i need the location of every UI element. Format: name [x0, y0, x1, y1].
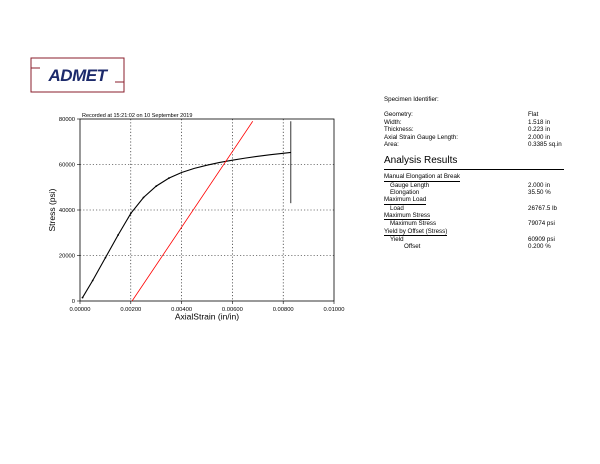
result-row: Gauge Length 2.000 in	[390, 181, 551, 189]
specimen-row: Thickness: 0.223 in	[384, 126, 551, 134]
y-tick-label: 20000	[59, 254, 75, 260]
section-header: Maximum Load	[384, 196, 427, 205]
data-point	[155, 185, 158, 188]
logo-text: ADMET	[48, 66, 109, 85]
y-tick-label: 80000	[59, 117, 75, 123]
result-row: Elongation 35.50 %	[390, 189, 551, 197]
specimen-identifier: Specimen Identifier:	[384, 96, 439, 103]
data-point	[91, 279, 94, 282]
manual-elongation-section: Manual Elongation at Break Gauge Length 2…	[384, 173, 574, 196]
x-tick-label: 0.00200	[120, 307, 141, 313]
x-tick-label: 0.00600	[222, 307, 243, 313]
maximum-stress-section: Maximum Stress Maximum Stress 79074 psi	[384, 212, 574, 228]
maximum-load-section: Maximum Load Load 26767.5 lb	[384, 196, 574, 212]
y-tick-label: 0	[72, 299, 75, 305]
yield-offset-section: Yield by Offset (Stress) Yield 60909 psi …	[384, 228, 574, 251]
x-axis-label: AxialStrain (in/in)	[175, 312, 239, 322]
analysis-results-title: Analysis Results	[384, 155, 458, 167]
y-tick-label: 40000	[59, 208, 75, 214]
data-point	[129, 212, 132, 215]
specimen-properties: Geometry: Flat Width: 1.518 in Thickness: 0…	[384, 111, 574, 148]
x-tick-label: 0.00400	[171, 307, 192, 313]
result-row: Yield 60909 psi	[390, 235, 555, 243]
data-point	[104, 256, 107, 259]
data-point	[117, 234, 119, 236]
specimen-row: Axial Strain Gauge Length: 2.000 in	[384, 133, 551, 141]
section-header: Yield by Offset (Stress)	[384, 227, 448, 236]
specimen-row: Width: 1.518 in	[384, 118, 551, 126]
results-panel: Specimen Identifier: Geometry: Flat Width…	[384, 96, 574, 251]
specimen-row: Geometry: Flat	[384, 111, 539, 119]
section-header: Maximum Stress	[384, 212, 431, 221]
data-point	[142, 196, 145, 199]
stress-strain-series	[82, 151, 291, 298]
section-header: Manual Elongation at Break	[384, 173, 461, 182]
x-tick-label: 0.00800	[273, 307, 294, 313]
offset-line-series	[131, 121, 254, 302]
data-point	[81, 296, 84, 299]
admet-logo: ADMET	[30, 57, 125, 93]
y-axis-label: Stress (psi)	[47, 188, 57, 231]
y-tick-label: 60000	[59, 163, 75, 169]
plot-frame	[79, 118, 335, 302]
divider	[384, 169, 564, 171]
chart-title: Recorded at 15:21:02 on 10 September 201…	[82, 113, 192, 119]
specimen-row: Area: 0.3385 sq.in	[384, 141, 562, 149]
data-point	[168, 177, 170, 180]
x-tick-label: 0.01000	[324, 307, 345, 313]
result-row: Load 26767.5 lb	[390, 204, 557, 212]
x-tick-label: 0.00000	[70, 307, 91, 313]
result-row: Maximum Stress 79074 psi	[390, 220, 555, 228]
result-row: Offset 0.200 %	[404, 243, 551, 251]
